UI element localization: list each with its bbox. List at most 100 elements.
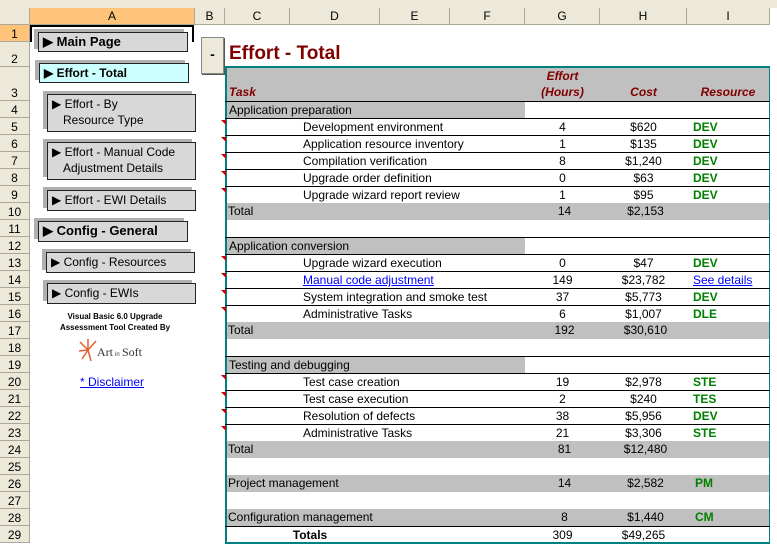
effort-manual-code-button[interactable]: ▶ Effort - Manual Code Adjustment Details	[47, 142, 196, 180]
header-effort-line2: (Hours)	[541, 85, 584, 99]
effort-hours: 0	[559, 256, 566, 270]
effort-by-resource-button[interactable]: ▶ Effort - By Resource Type	[47, 94, 196, 132]
row-header-12[interactable]: 12	[0, 237, 30, 254]
config-general-button[interactable]: ▶ Config - General	[38, 221, 188, 242]
task-name: Upgrade order definition	[303, 171, 432, 185]
column-header-G[interactable]: G	[525, 8, 600, 25]
header-cost: Cost	[630, 85, 657, 99]
cost: $2,978	[625, 375, 662, 389]
comment-indicator-icon[interactable]	[221, 171, 226, 176]
sunburst-icon: Art in Soft	[78, 339, 143, 362]
comment-indicator-icon[interactable]	[221, 188, 226, 193]
effort-hours: 8	[559, 154, 566, 168]
column-header-D[interactable]: D	[290, 8, 380, 25]
effort-ewi-details-button[interactable]: ▶ Effort - EWI Details	[47, 190, 196, 211]
see-details-link[interactable]: See details	[693, 273, 753, 287]
table-row-task: Upgrade wizard execution 0 $47 DEV	[221, 254, 770, 271]
resource-code: DEV	[693, 256, 718, 270]
row-header-11[interactable]: 11	[0, 220, 30, 237]
row-header-29[interactable]: 29	[0, 526, 30, 543]
row-header-28[interactable]: 28	[0, 509, 30, 526]
comment-indicator-icon[interactable]	[221, 256, 226, 261]
row-header-13[interactable]: 13	[0, 254, 30, 271]
cost: $2,153	[627, 204, 664, 218]
row-header-1[interactable]: 1	[0, 25, 30, 42]
row-header-6[interactable]: 6	[0, 135, 30, 152]
column-header-B[interactable]: B	[195, 8, 225, 25]
resource-code: DEV	[693, 154, 718, 168]
comment-indicator-icon[interactable]	[221, 426, 226, 431]
effort-hours: 14	[557, 476, 572, 490]
row-header-21[interactable]: 21	[0, 390, 30, 407]
resource-code: DEV	[693, 120, 718, 134]
comment-indicator-icon[interactable]	[221, 392, 226, 397]
row-header-16[interactable]: 16	[0, 305, 30, 322]
comment-indicator-icon[interactable]	[221, 273, 226, 278]
main-page-button[interactable]: ▶ Main Page	[38, 32, 188, 52]
resource-code: DEV	[693, 290, 718, 304]
task-name: Administrative Tasks	[303, 307, 413, 321]
row-header-27[interactable]: 27	[0, 492, 30, 509]
row-header-18[interactable]: 18	[0, 339, 30, 356]
row-header-9[interactable]: 9	[0, 186, 30, 203]
row-header-20[interactable]: 20	[0, 373, 30, 390]
effort-hours: 6	[559, 307, 566, 321]
resource-code: DEV	[693, 171, 718, 185]
comment-indicator-icon[interactable]	[221, 120, 226, 125]
comment-indicator-icon[interactable]	[221, 154, 226, 159]
resource-code: CM	[695, 510, 714, 524]
config-ewis-button[interactable]: ▶ Config - EWIs	[47, 283, 196, 304]
row-header-14[interactable]: 14	[0, 271, 30, 288]
column-header-E[interactable]: E	[380, 8, 450, 25]
column-header-I[interactable]: I	[687, 8, 770, 25]
row-header-26[interactable]: 26	[0, 475, 30, 492]
comment-indicator-icon[interactable]	[221, 137, 226, 142]
column-header-F[interactable]: F	[450, 8, 525, 25]
selected-cell-a1[interactable]	[30, 25, 194, 42]
cost: $1,440	[627, 510, 664, 524]
row-header-23[interactable]: 23	[0, 424, 30, 441]
select-all-corner[interactable]	[0, 8, 30, 25]
row-header-2[interactable]: 2	[0, 42, 30, 67]
row-header-5[interactable]: 5	[0, 118, 30, 135]
row-header-15[interactable]: 15	[0, 288, 30, 305]
column-header-H[interactable]: H	[600, 8, 687, 25]
row-header-4[interactable]: 4	[0, 101, 30, 118]
page-title: Effort - Total	[229, 43, 341, 64]
row-header-22[interactable]: 22	[0, 407, 30, 424]
config-resources-button[interactable]: ▶ Config - Resources	[46, 252, 195, 273]
collapse-button[interactable]: -	[201, 37, 224, 74]
credit-line-1: Visual Basic 6.0 Upgrade	[67, 312, 163, 321]
table-row-section: Testing and debugging	[225, 356, 770, 374]
effort-hours: 38	[555, 409, 570, 423]
effort-total-button[interactable]: ▶ Effort - Total	[39, 63, 189, 83]
row-header-19[interactable]: 19	[0, 356, 30, 373]
comment-indicator-icon[interactable]	[221, 375, 226, 380]
comment-indicator-icon[interactable]	[221, 290, 226, 295]
column-header-A[interactable]: A	[30, 8, 195, 25]
cost: $30,610	[623, 323, 668, 337]
row-header-10[interactable]: 10	[0, 203, 30, 220]
row-header-25[interactable]: 25	[0, 458, 30, 475]
cost: $2,582	[627, 476, 664, 490]
table-row-total: Total 14 $2,153	[227, 203, 769, 220]
cost: $49,265	[621, 528, 666, 542]
disclaimer-link[interactable]: * Disclaimer	[80, 375, 145, 389]
table-row-task: Test case execution 2 $240 TES	[221, 390, 770, 407]
column-header-C[interactable]: C	[225, 8, 290, 25]
row-header-17[interactable]: 17	[0, 322, 30, 339]
comment-indicator-icon[interactable]	[221, 307, 226, 312]
row-header-7[interactable]: 7	[0, 152, 30, 169]
cost: $1,007	[625, 307, 662, 321]
resource-code: STE	[693, 426, 717, 440]
comment-indicator-icon[interactable]	[221, 409, 226, 414]
table-row-task: Development environment 4 $620 DEV	[221, 118, 770, 135]
formula-bar-remnant	[0, 0, 777, 8]
task-name: System integration and smoke test	[303, 290, 488, 304]
row-header-8[interactable]: 8	[0, 169, 30, 186]
row-header-3[interactable]: 3	[0, 67, 30, 101]
task-name[interactable]: Manual code adjustment	[303, 273, 434, 287]
task-name: Upgrade wizard execution	[303, 256, 442, 270]
row-header-24[interactable]: 24	[0, 441, 30, 458]
table-row-task: Upgrade wizard report review 1 $95 DEV	[221, 186, 770, 203]
